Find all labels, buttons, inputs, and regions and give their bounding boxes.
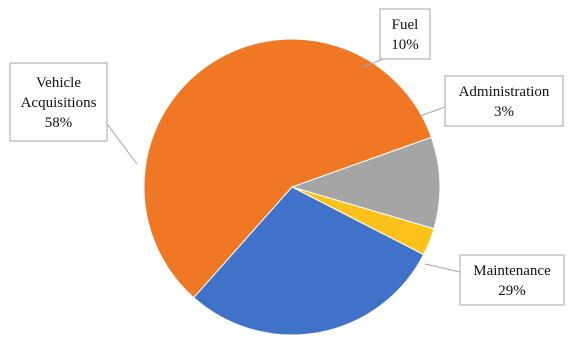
slice-value-label: 3%: [494, 104, 514, 120]
callout-labels: Vehicle Acquisitions 58% Fuel 10% Administrat…: [9, 8, 565, 306]
pie-slice-maintenance: [193, 186, 425, 336]
callout-box: [444, 75, 564, 127]
slice-value-label: 10%: [391, 37, 419, 53]
callout-box: [459, 254, 565, 306]
slice-category-label: Acquisitions: [21, 95, 97, 111]
data-label-administration: Administration 3%: [444, 75, 564, 127]
leader-line-vehicle-acquisitions: [106, 123, 138, 165]
leader-line-fuel: [360, 58, 384, 69]
callout-leaders: [106, 58, 461, 273]
data-label-maintenance: Maintenance 29%: [459, 254, 565, 306]
slice-category-label: Maintenance: [473, 263, 551, 279]
slice-category-label: Administration: [459, 84, 550, 100]
slice-category-label: Vehicle: [36, 75, 81, 91]
slice-value-label: 29%: [498, 283, 526, 299]
pie-slice-fuel: [290, 136, 441, 230]
callout-box: [379, 8, 431, 60]
leader-line-maintenance: [424, 263, 461, 273]
leader-line-administration: [419, 106, 446, 117]
callout-box: [9, 62, 108, 142]
data-label-fuel: Fuel 10%: [379, 8, 431, 60]
slice-value-label: 58%: [45, 115, 73, 131]
data-label-vehicle-acquisitions: Vehicle Acquisitions 58%: [9, 62, 108, 142]
pie-slice-vehicle-acquisitions: [143, 38, 433, 299]
pie-slices: [143, 38, 441, 336]
slice-category-label: Fuel: [392, 17, 419, 33]
